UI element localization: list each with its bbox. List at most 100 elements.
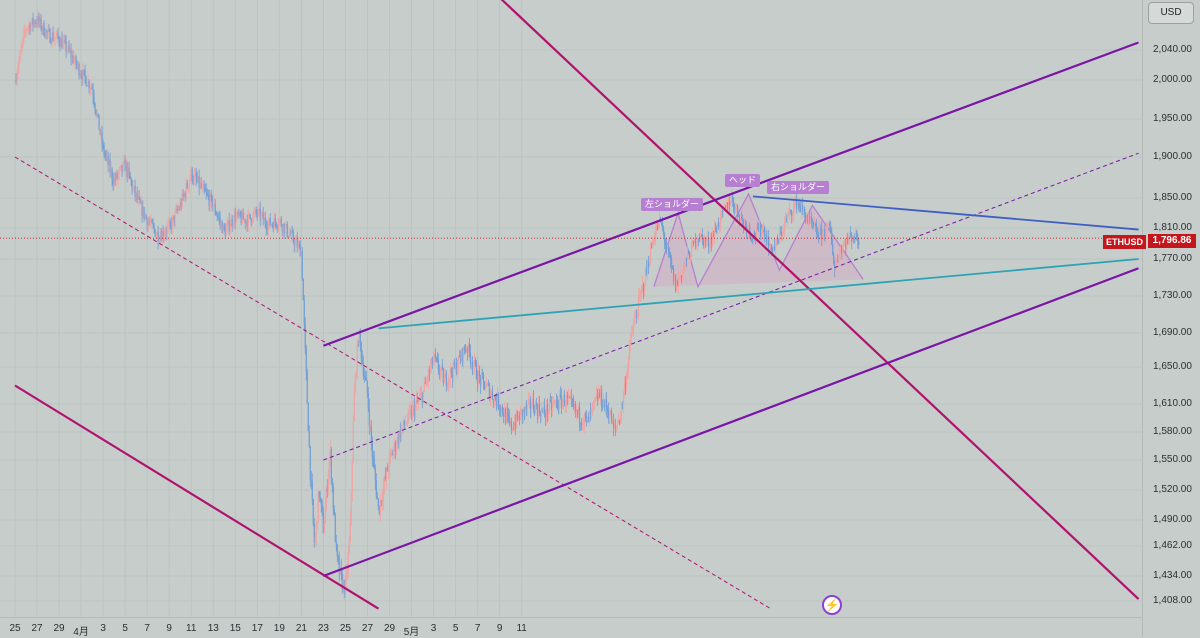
- candle: [499, 404, 502, 418]
- candle: [288, 226, 290, 239]
- candle: [196, 170, 198, 184]
- candle: [168, 216, 170, 227]
- candle: [764, 225, 766, 243]
- candle: [230, 213, 232, 227]
- candle: [109, 152, 111, 178]
- candle: [384, 467, 386, 482]
- candle: [789, 202, 791, 221]
- candle: [368, 398, 370, 435]
- candle: [722, 209, 724, 218]
- candle: [718, 217, 720, 230]
- candle: [599, 386, 602, 403]
- candle: [559, 386, 562, 400]
- candle: [211, 194, 213, 212]
- candle: [533, 404, 536, 417]
- candle: [23, 26, 25, 43]
- candle: [159, 228, 161, 248]
- candle: [27, 24, 29, 37]
- candle: [842, 242, 844, 258]
- candle: [68, 40, 70, 54]
- candle: [409, 401, 411, 415]
- candle: [663, 231, 666, 250]
- candle: [708, 231, 710, 254]
- candle: [486, 382, 489, 386]
- candle: [477, 362, 480, 387]
- candle: [843, 240, 845, 247]
- price-chart[interactable]: [0, 0, 1142, 617]
- candle: [83, 69, 85, 77]
- candle: [858, 237, 860, 250]
- candle: [323, 516, 325, 534]
- purple-channel-mid-line[interactable]: [323, 152, 1139, 461]
- candle: [133, 185, 135, 193]
- candle: [225, 221, 227, 236]
- magenta-channel-lower-line[interactable]: [14, 384, 380, 610]
- purple-channel-upper-line[interactable]: [323, 41, 1139, 347]
- candle: [788, 208, 790, 217]
- candle: [362, 355, 364, 381]
- candle: [815, 222, 817, 232]
- candle: [454, 356, 456, 372]
- candle: [140, 194, 142, 204]
- time-tick-label: 4月: [73, 627, 89, 638]
- candle: [736, 203, 738, 213]
- candle: [395, 441, 397, 456]
- time-axis[interactable]: 25 27 29 4月 3 5 7 9 11 13 15 17 19 21 23 25 27 29 5月 3 5 7 9 11: [0, 617, 1142, 638]
- candle: [243, 213, 245, 223]
- candle: [99, 128, 101, 136]
- candle: [481, 368, 484, 379]
- purple-channel-lower-line[interactable]: [323, 267, 1139, 578]
- candle: [689, 252, 692, 264]
- candle: [735, 202, 737, 214]
- candle: [150, 214, 152, 228]
- candle: [837, 254, 839, 263]
- right-shoulder-label[interactable]: 右ショルダー: [767, 181, 830, 194]
- candle: [649, 242, 652, 265]
- candle: [700, 229, 702, 243]
- time-tick-label: 11: [186, 623, 197, 634]
- candle: [227, 219, 229, 225]
- candle: [350, 491, 352, 527]
- candle: [197, 176, 199, 182]
- candle: [372, 450, 374, 468]
- price-axis[interactable]: 2,040.00 2,000.00 1,950.00 1,900.00 1,850.00…: [1142, 0, 1200, 637]
- candle: [174, 206, 176, 229]
- head-label[interactable]: ヘッド: [725, 174, 761, 187]
- candle: [413, 397, 415, 423]
- candle: [102, 139, 104, 150]
- candle: [238, 208, 240, 220]
- candle: [199, 178, 201, 190]
- candle: [139, 197, 141, 205]
- candle: [511, 427, 514, 433]
- candle: [303, 294, 305, 331]
- candle: [484, 381, 487, 393]
- candle: [341, 568, 343, 594]
- candle: [275, 221, 277, 230]
- candle: [71, 48, 73, 65]
- candle: [81, 70, 83, 86]
- candle: [427, 368, 429, 390]
- price-tick-label: 1,690.00: [1153, 327, 1192, 338]
- candle: [647, 255, 650, 275]
- candle: [695, 233, 697, 250]
- candle: [142, 200, 144, 218]
- currency-button[interactable]: USD: [1148, 2, 1194, 24]
- candle: [475, 359, 478, 380]
- time-tick-label: 25: [9, 623, 21, 634]
- candle: [38, 12, 40, 28]
- left-shoulder-label[interactable]: 左ショルダー: [641, 198, 704, 211]
- candle: [488, 382, 491, 402]
- magenta-channel-upper-line[interactable]: [125, 0, 1140, 600]
- resistance-line[interactable]: [752, 195, 1139, 231]
- candle: [78, 61, 80, 80]
- bolt-icon[interactable]: ⚡: [822, 595, 842, 615]
- neckline-line[interactable]: [378, 258, 1139, 330]
- candle: [250, 217, 252, 227]
- candle: [125, 158, 127, 178]
- candle: [463, 344, 465, 355]
- candle: [543, 398, 546, 418]
- candle: [449, 362, 451, 388]
- candle: [385, 466, 387, 489]
- candle: [666, 244, 669, 250]
